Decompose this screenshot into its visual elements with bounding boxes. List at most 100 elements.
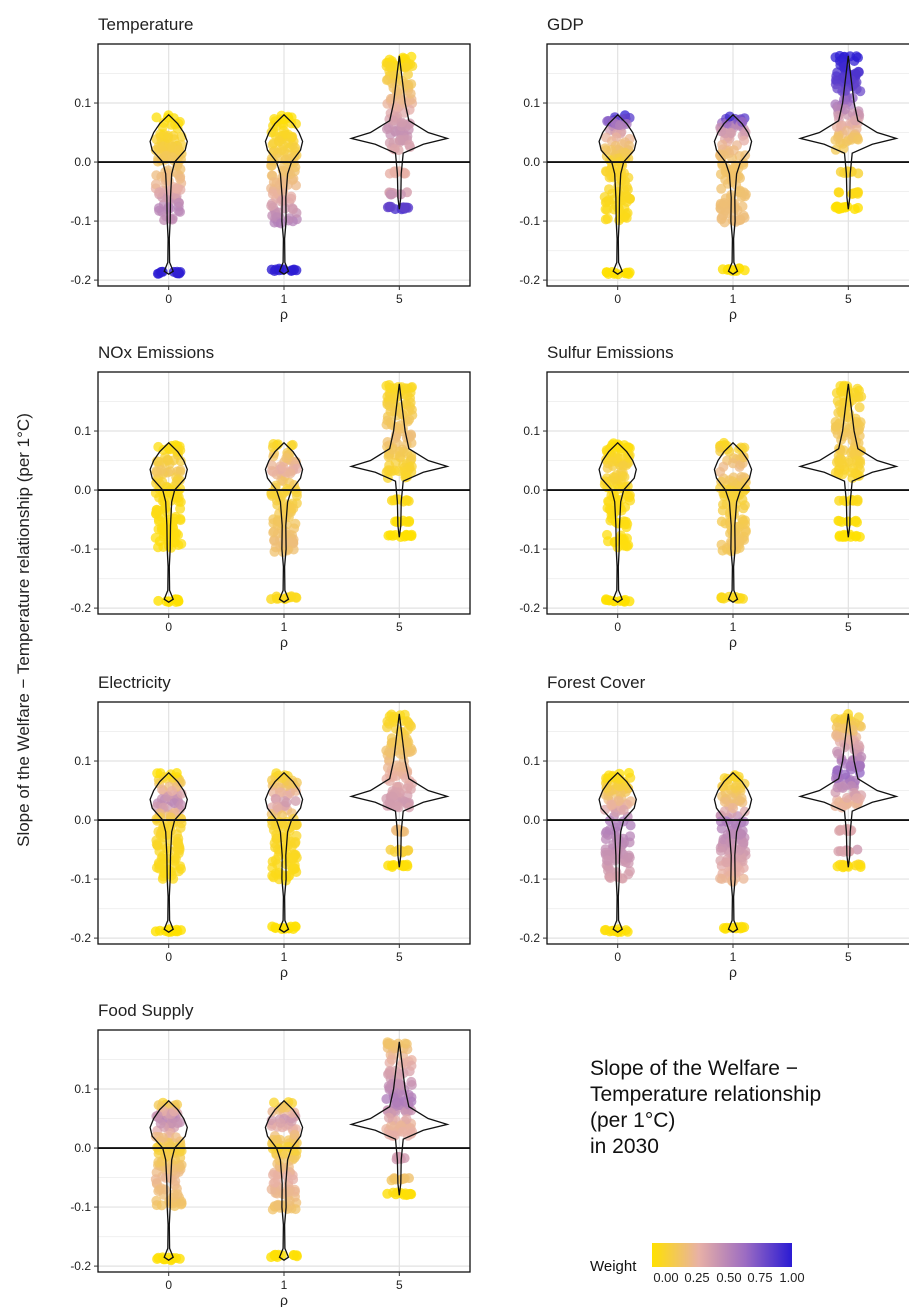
y-tick-label: -0.2: [70, 1259, 91, 1273]
x-tick-label: 5: [845, 620, 852, 634]
data-point: [282, 484, 293, 494]
data-point: [854, 402, 865, 413]
x-axis-label: ρ: [729, 306, 737, 322]
y-tick-label: -0.2: [70, 931, 91, 945]
x-tick-label: 0: [165, 292, 172, 306]
data-point: [278, 461, 289, 472]
data-point: [286, 265, 297, 276]
data-point: [841, 74, 852, 85]
data-point: [623, 869, 634, 880]
data-point: [719, 217, 730, 228]
data-point: [269, 1097, 279, 1108]
data-point: [401, 773, 411, 784]
x-tick-label: 0: [165, 950, 172, 964]
data-point: [153, 595, 164, 606]
data-point: [620, 176, 631, 187]
data-point: [625, 831, 636, 842]
violin-outline: [149, 441, 188, 603]
violin-outline: [797, 713, 899, 868]
violin-outline: [348, 383, 450, 538]
data-point: [831, 421, 842, 432]
data-point: [738, 452, 749, 463]
data-point: [399, 1173, 410, 1184]
y-tick-label: 0.0: [74, 1141, 91, 1155]
data-point: [385, 1038, 395, 1049]
violin-outline: [598, 441, 637, 603]
data-point: [401, 1114, 412, 1125]
data-point: [618, 460, 628, 471]
data-point: [715, 846, 726, 856]
x-tick-label: 0: [614, 950, 621, 964]
x-tick-label: 1: [730, 620, 737, 634]
data-point: [846, 467, 857, 478]
data-point: [715, 816, 726, 827]
data-point: [267, 775, 277, 786]
data-point: [830, 75, 841, 86]
y-tick-label: -0.1: [70, 1200, 91, 1214]
data-point: [621, 190, 632, 201]
data-point: [174, 197, 184, 208]
data-point: [291, 118, 301, 129]
panel: Food Supply -0.2 -0.1 0.0 0.1 0 1 5 ρ: [70, 1001, 471, 1307]
data-point: [381, 1094, 392, 1104]
data-point: [175, 173, 186, 184]
data-point: [405, 88, 416, 99]
data-point: [400, 472, 411, 483]
data-point: [853, 740, 864, 751]
data-point: [383, 1112, 394, 1123]
data-point: [402, 783, 413, 794]
data-point: [390, 530, 401, 540]
violin-outline: [598, 113, 637, 275]
data-point: [176, 538, 187, 549]
data-point: [606, 145, 617, 156]
data-point: [619, 472, 630, 482]
data-point: [739, 806, 750, 817]
data-point: [601, 826, 612, 837]
data-point: [152, 268, 163, 279]
data-point: [274, 179, 285, 190]
data-point: [845, 734, 856, 745]
data-point: [739, 212, 750, 223]
data-point: [290, 837, 301, 847]
panel: Electricity -0.2 -0.1 0.0 0.1 0 1 5 ρ: [70, 673, 471, 980]
data-point: [157, 1132, 168, 1143]
data-point: [404, 139, 415, 150]
data-point: [173, 205, 184, 216]
data-point: [853, 202, 863, 213]
data-point: [266, 264, 277, 275]
data-point: [625, 820, 636, 831]
data-point: [625, 772, 636, 783]
data-point: [738, 873, 749, 884]
data-point: [400, 168, 411, 179]
data-point: [384, 769, 395, 780]
data-point: [716, 874, 727, 884]
data-point: [167, 152, 177, 163]
data-point: [152, 840, 163, 851]
data-point: [837, 459, 847, 470]
data-point: [156, 465, 167, 475]
data-point: [270, 480, 281, 491]
data-point: [721, 857, 732, 868]
y-tick-label: 0.1: [523, 424, 540, 438]
data-point: [384, 460, 395, 471]
data-point: [266, 489, 277, 500]
data-point: [389, 737, 399, 748]
data-point: [286, 440, 297, 451]
data-point: [382, 391, 393, 402]
side-title-line: Temperature relationship: [590, 1083, 822, 1106]
data-point: [842, 201, 853, 212]
data-point: [382, 415, 393, 426]
data-point: [719, 198, 729, 208]
data-point: [852, 187, 863, 198]
violin-outline: [149, 771, 188, 933]
data-point: [716, 539, 727, 550]
data-point: [281, 453, 292, 463]
data-point: [614, 781, 625, 792]
data-point: [269, 535, 280, 545]
data-point: [153, 826, 164, 837]
violin-outline: [264, 1099, 304, 1261]
y-tick-label: 0.1: [523, 754, 540, 768]
data-point: [602, 204, 613, 215]
data-point: [615, 120, 625, 131]
data-point: [268, 527, 279, 538]
